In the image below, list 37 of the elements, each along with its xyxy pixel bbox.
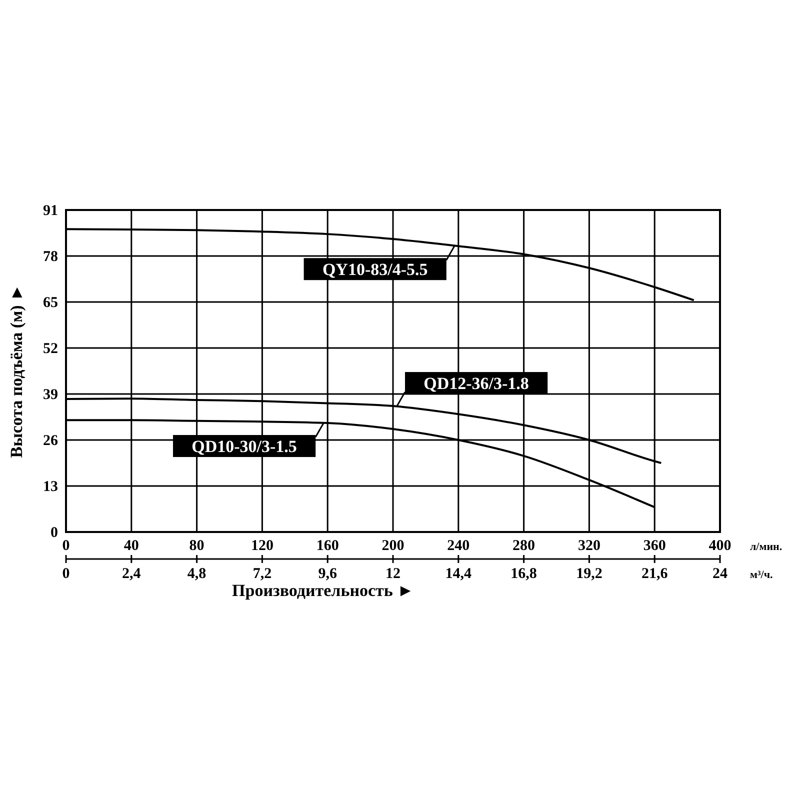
series-label: QD12-36/3-1.8 xyxy=(424,374,529,394)
x2-tick-label: 0 xyxy=(62,566,70,582)
y-tick-label: 13 xyxy=(43,479,58,495)
y-tick-label: 0 xyxy=(50,525,58,541)
x2-tick-label: 19,2 xyxy=(576,566,602,582)
x2-tick-label: 14,4 xyxy=(445,566,472,582)
y-tick-label: 39 xyxy=(43,387,58,403)
x2-tick-label: 24 xyxy=(712,566,728,582)
x2-tick-label: 2,4 xyxy=(122,566,142,582)
x-tick-label: 200 xyxy=(382,538,404,554)
y-tick-label: 26 xyxy=(43,433,58,449)
x-tick-label: 160 xyxy=(316,538,339,554)
y-axis-title: Высота подъёма (м) ► xyxy=(7,284,26,458)
x-tick-label: 120 xyxy=(250,538,274,554)
x2-tick-label: 9,6 xyxy=(318,566,338,582)
x-axis-title: Производительность ► xyxy=(232,581,414,600)
x-tick-label: 320 xyxy=(578,538,600,554)
x-tick-label: 240 xyxy=(447,538,470,554)
x-tick-label: 0 xyxy=(62,538,70,554)
x-tick-label: 40 xyxy=(124,538,139,554)
series-label: QD10-30/3-1.5 xyxy=(192,437,297,456)
x2-tick-label: 16,8 xyxy=(510,566,537,582)
y-tick-label: 65 xyxy=(43,295,58,311)
x-tick-label: 400 xyxy=(708,538,732,554)
x2-tick-label: 12 xyxy=(386,566,400,582)
x-tick-label: 280 xyxy=(512,538,536,554)
x-tick-label: 360 xyxy=(643,538,666,554)
series-label: QY10-83/4-5.5 xyxy=(322,260,428,280)
y-tick-label: 52 xyxy=(43,341,58,357)
x-tick-label: 80 xyxy=(189,538,204,554)
text: л/мин. xyxy=(750,541,782,553)
text: м³/ч. xyxy=(750,569,774,581)
x2-tick-label: 21,6 xyxy=(641,566,668,582)
y-tick-label: 91 xyxy=(43,203,58,219)
y-tick-label: 78 xyxy=(43,249,58,265)
x2-tick-label: 7,2 xyxy=(252,566,272,582)
x2-tick-label: 4,8 xyxy=(187,566,206,582)
